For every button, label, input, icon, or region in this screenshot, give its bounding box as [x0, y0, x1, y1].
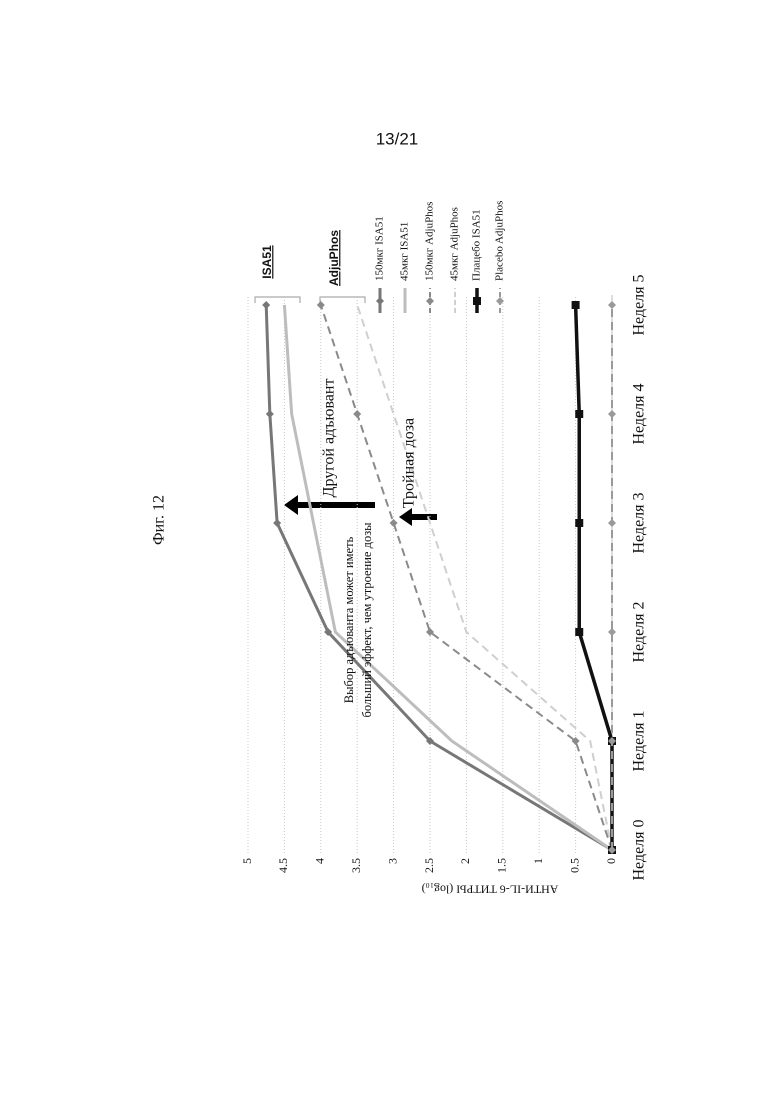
- marker: [390, 519, 398, 527]
- arrow-head: [284, 495, 298, 515]
- marker: [262, 301, 270, 309]
- x-tick-label: Неделя 3: [631, 492, 648, 553]
- legend-label: Placebo AdjuPhos: [494, 201, 506, 281]
- y-tick-label: 4: [313, 858, 327, 864]
- legend-label: 45мкг AdjuPhos: [449, 207, 461, 281]
- group-label: ISA51: [260, 245, 274, 279]
- legend-label: 150мкг ISA51: [374, 216, 386, 281]
- y-axis-label: АНТИ-IL-6 ТИТРЫ (log₁₀): [422, 882, 559, 896]
- y-tick-label: 3.5: [349, 858, 363, 873]
- marker: [353, 410, 361, 418]
- legend-label: 45мкг ISA51: [399, 222, 411, 281]
- marker: [266, 410, 274, 418]
- x-tick-label: Неделя 5: [631, 274, 648, 335]
- marker: [317, 301, 325, 309]
- page: {"page": {"number": "13/21", "figure": "…: [0, 0, 780, 1103]
- chart: 0 0.5 1 1.5 2 2.5 3 3.5 4 4.5 5 АНТИ-IL-6 ТИТРЫ (lo…: [240, 201, 648, 897]
- marker: [608, 628, 616, 636]
- y-tick-label: 0: [604, 858, 618, 864]
- legend-label: 150мкг AdjuPhos: [424, 202, 436, 281]
- annotation: Тройная доза: [401, 418, 418, 508]
- annotation: Выбор адъюванта может иметь: [342, 536, 356, 703]
- marker: [572, 301, 580, 309]
- marker: [608, 410, 616, 418]
- page-canvas: 13/21 Фиг. 12 0 0.5 1 1.5 2 2.5 3 3.5 4 4.5 5 АНТИ-…: [0, 0, 780, 1103]
- marker: [426, 297, 434, 305]
- marker: [575, 519, 583, 527]
- x-tick-label: Неделя 1: [631, 710, 648, 771]
- y-tick-label: 3: [385, 858, 399, 864]
- y-tick-label: 2.5: [422, 858, 436, 873]
- y-tick-label: 1: [531, 858, 545, 864]
- y-tick-label: 1.5: [495, 858, 509, 873]
- bracket: [320, 297, 365, 303]
- bracket: [255, 297, 300, 303]
- page-number: 13/21: [376, 129, 419, 148]
- marker: [608, 519, 616, 527]
- series-line: [357, 305, 612, 850]
- y-tick-label: 4.5: [276, 858, 290, 873]
- y-tick-label: 0.5: [567, 858, 581, 873]
- series-line: [266, 305, 612, 850]
- arrow-head: [399, 508, 412, 526]
- series-line: [576, 305, 612, 850]
- marker: [608, 301, 616, 309]
- x-tick-label: Неделя 4: [631, 383, 648, 444]
- legend-label: Плацебо ISA51: [471, 209, 483, 281]
- annotation: Другой адъювант: [321, 379, 338, 498]
- y-tick-label: 5: [240, 858, 254, 864]
- marker: [575, 628, 583, 636]
- marker: [376, 297, 384, 305]
- x-tick-label: Неделя 0: [631, 819, 648, 880]
- group-label: AdjuPhos: [327, 230, 341, 286]
- annotation: больший эффект, чем утроение дозы: [360, 522, 374, 718]
- x-tick-label: Неделя 2: [631, 601, 648, 662]
- figure-label: Фиг. 12: [151, 495, 168, 545]
- marker: [473, 297, 481, 305]
- y-tick-label: 2: [458, 858, 472, 864]
- marker: [575, 410, 583, 418]
